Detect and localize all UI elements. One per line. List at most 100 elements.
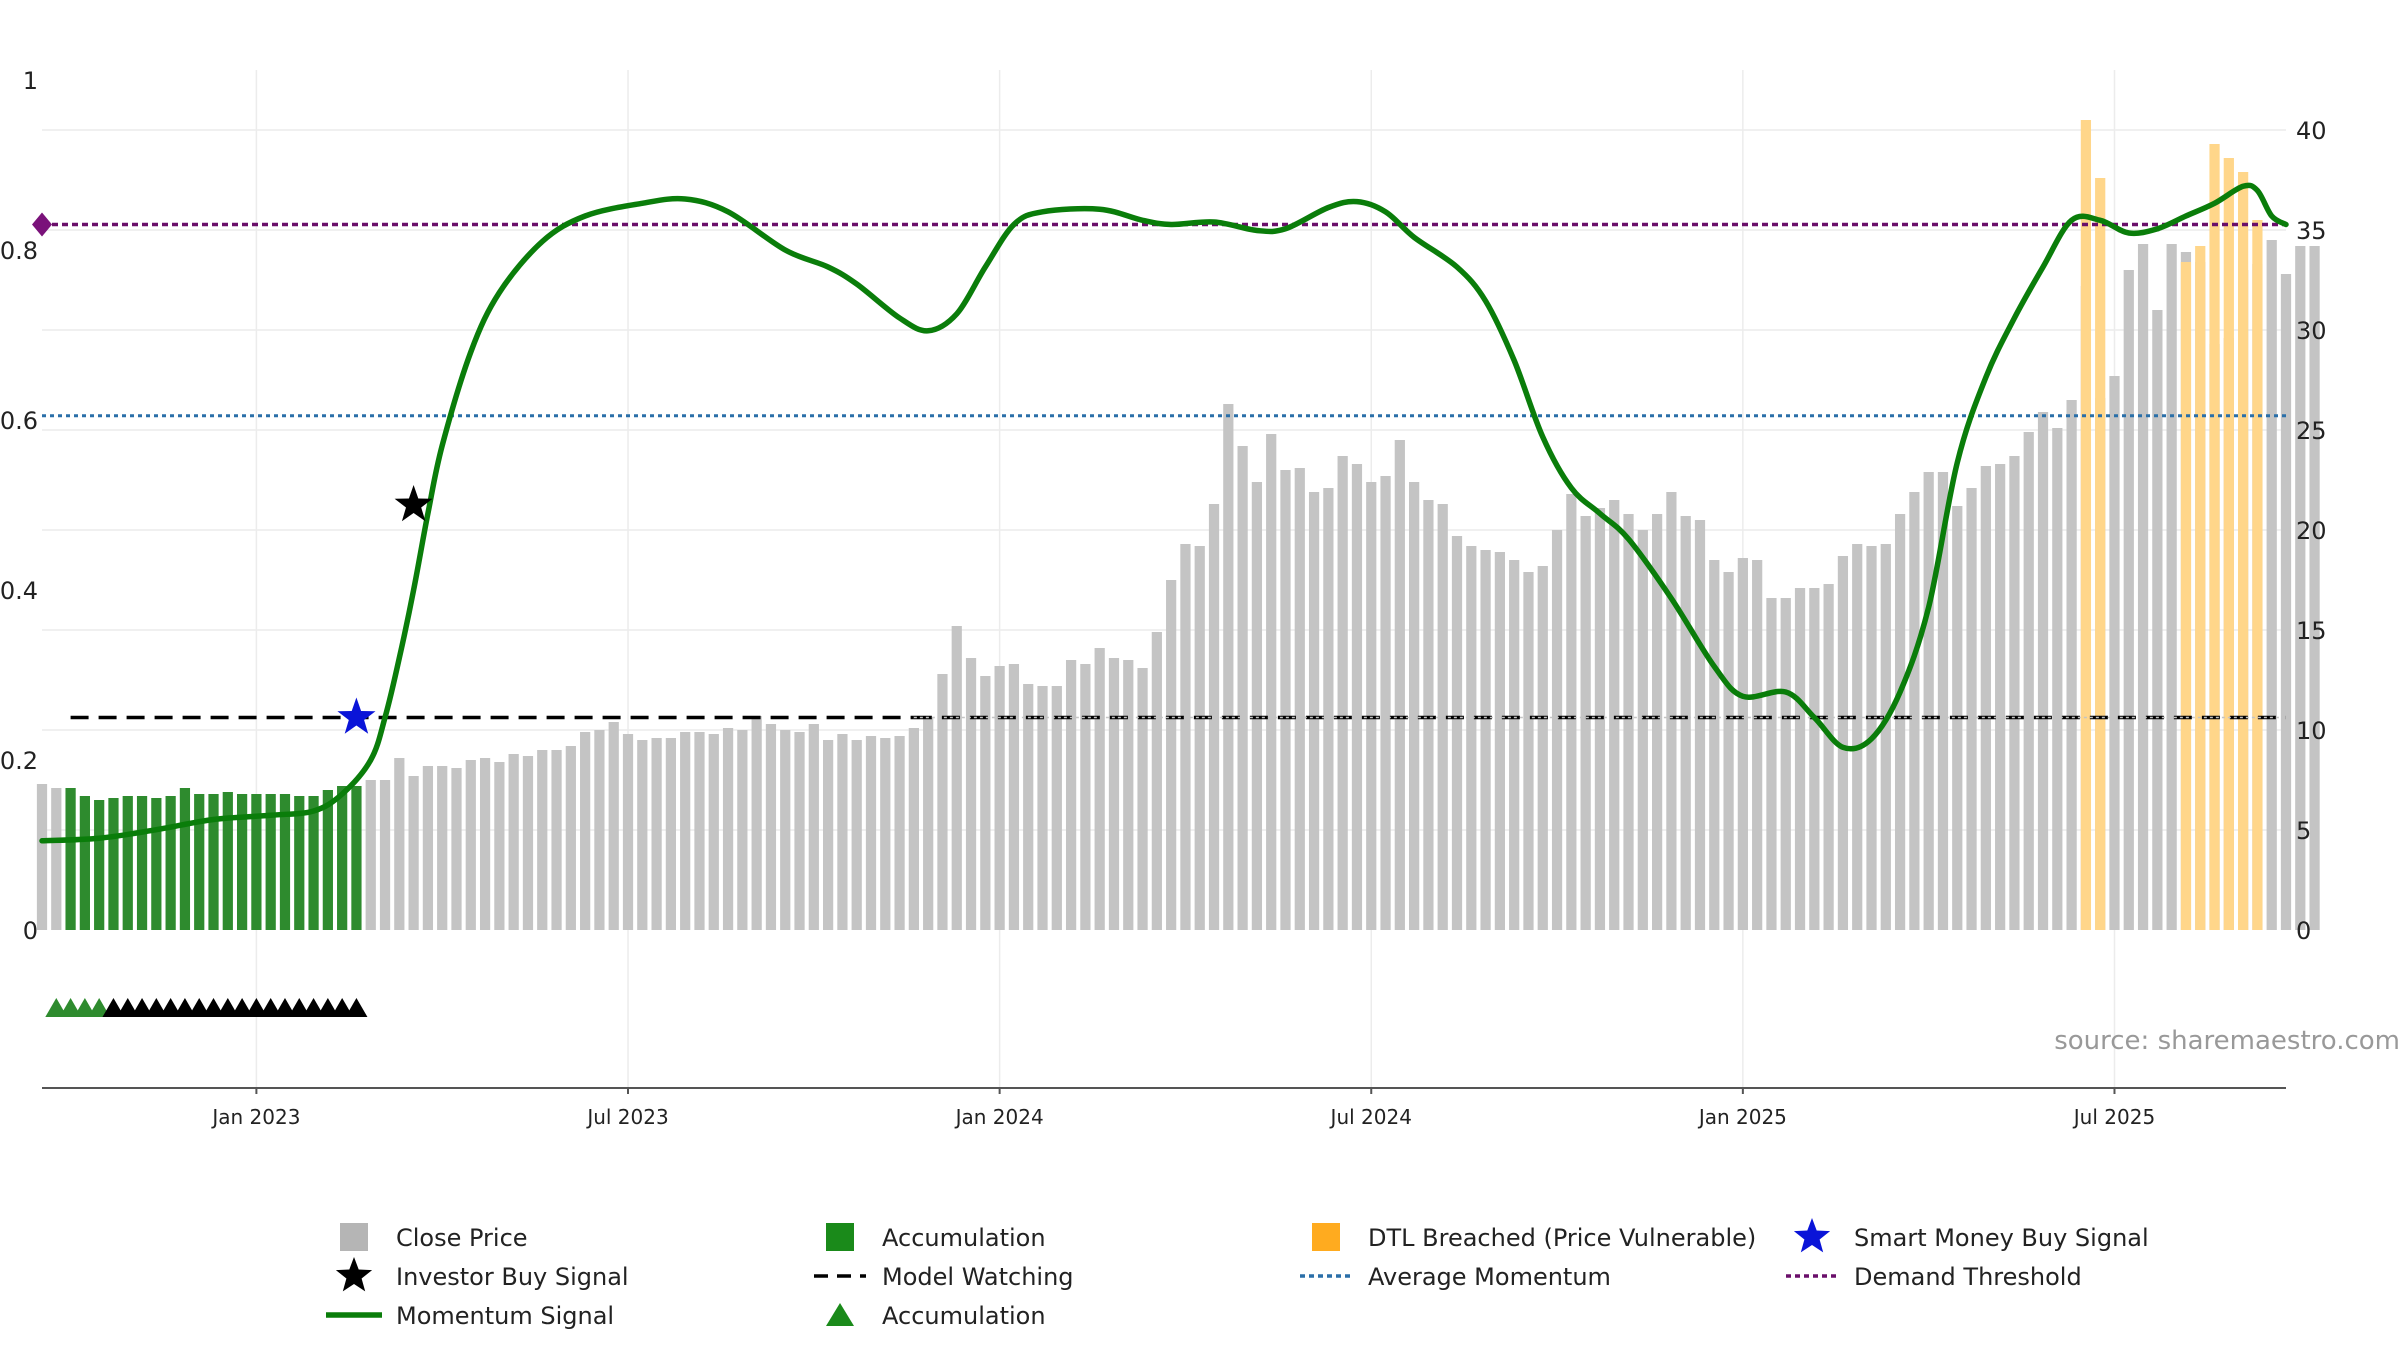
close-price-bar <box>1251 482 1263 930</box>
close-price-bar <box>494 762 505 930</box>
close-price-bar <box>1137 668 1148 930</box>
x-tick-label: Jul 2023 <box>585 1105 668 1129</box>
watch-triangle <box>316 998 339 1017</box>
dtl-breached-bar <box>2095 178 2106 930</box>
accumulation-bar <box>165 796 176 930</box>
legend-label: Accumulation <box>882 1224 1046 1252</box>
close-price-bar <box>2123 270 2134 930</box>
close-price-bar <box>923 718 934 930</box>
watch-triangle <box>102 998 125 1017</box>
watch-triangle <box>145 998 168 1017</box>
dtl-breached-bar <box>2238 172 2249 930</box>
close-price-bar <box>1709 560 1720 930</box>
close-price-bar <box>594 730 605 930</box>
close-price-bar <box>2309 246 2320 930</box>
watch-triangle <box>231 998 254 1017</box>
x-tick-label: Jul 2024 <box>1329 1105 1412 1129</box>
accumulation-bar <box>351 786 362 930</box>
close-price-bar <box>1694 520 1706 930</box>
close-price-bar <box>1080 664 1091 930</box>
momentum-signal-line <box>39 182 2289 844</box>
accumulation-bar <box>179 788 191 930</box>
close-price-bar <box>823 740 834 930</box>
watch-triangle <box>302 998 325 1017</box>
close-price-bar <box>1651 514 1663 930</box>
watch-triangle <box>188 998 211 1017</box>
dtl-breached-bar <box>2180 262 2192 930</box>
close-price-bar <box>1194 546 1205 930</box>
close-price-bar <box>1280 470 1291 930</box>
legend-swatch <box>340 1223 368 1251</box>
accumulation-bar <box>108 798 119 930</box>
close-price-bar <box>36 784 48 930</box>
accumulation-triangles <box>45 998 368 1017</box>
close-price-bar <box>1065 660 1077 930</box>
dtl-breached-bar <box>2209 144 2220 930</box>
watch-triangle <box>259 998 282 1017</box>
close-price-bar <box>1837 556 1849 930</box>
right-tick-label: 35 <box>2296 217 2327 245</box>
close-price-bar <box>1037 686 1048 930</box>
left-tick-label: 0 <box>23 917 38 945</box>
legend-label: Demand Threshold <box>1854 1263 2082 1291</box>
legend-swatch <box>1312 1223 1340 1251</box>
close-price-bar <box>851 740 862 930</box>
accumulation-bar <box>279 794 291 930</box>
watch-triangle <box>173 998 196 1017</box>
close-price-bar <box>1023 684 1034 930</box>
close-price-bar <box>451 768 462 930</box>
close-price-bar <box>1180 544 1191 930</box>
close-price-bar <box>951 626 962 930</box>
momentum-series <box>39 182 2289 844</box>
legend-swatch-star <box>335 1257 373 1292</box>
close-price-bar <box>1923 472 1934 930</box>
close-price-bar <box>965 658 977 930</box>
close-price-bar <box>1723 572 1734 930</box>
right-tick-label: 15 <box>2296 617 2327 645</box>
watch-triangle <box>202 998 225 1017</box>
legend-label: DTL Breached (Price Vulnerable) <box>1368 1224 1756 1252</box>
close-price-bar <box>1394 440 1405 930</box>
close-price-bar <box>365 780 376 930</box>
legend-label: Model Watching <box>882 1263 1074 1291</box>
close-price-bar <box>780 730 791 930</box>
close-price-bar <box>2009 456 2020 930</box>
close-price-bar <box>608 722 619 930</box>
source-label: source: sharemaestro.com <box>2054 1026 2400 1056</box>
legend-label: Average Momentum <box>1368 1263 1611 1291</box>
legend-label: Momentum Signal <box>396 1302 614 1330</box>
close-price-bar <box>2266 240 2277 930</box>
close-price-bar <box>1937 472 1949 930</box>
close-price-bar <box>737 730 748 930</box>
legend: Close Price Accumulation DTL Breached (Pri… <box>326 1218 2149 1330</box>
watch-triangle <box>116 998 139 1017</box>
close-price-bar <box>437 766 448 930</box>
close-price-bar <box>1323 488 1334 930</box>
accumulation-bar <box>136 796 148 930</box>
dtl-breached-bar <box>2080 120 2092 930</box>
close-price-bar <box>51 788 62 930</box>
accumulation-bar <box>251 794 262 930</box>
close-price-bar <box>1980 466 1991 930</box>
demand-threshold-marker <box>32 212 52 237</box>
close-price-bar <box>765 724 777 930</box>
close-price-bar <box>2166 244 2177 930</box>
close-price-bar <box>2066 400 2077 930</box>
close-price-bar <box>422 766 434 930</box>
close-price-bar <box>1451 536 1463 930</box>
watch-triangle <box>345 998 368 1017</box>
left-tick-label: 1 <box>23 67 38 95</box>
close-price-bar <box>708 734 719 930</box>
close-price-bar <box>2280 274 2292 930</box>
close-price-bar <box>794 732 805 930</box>
close-price-bar <box>1737 558 1748 930</box>
close-price-bar <box>1494 552 1505 930</box>
close-price-bar <box>1466 546 1477 930</box>
close-price-bar <box>522 756 534 930</box>
watch-triangle <box>245 998 268 1017</box>
accumulation-bar <box>208 794 219 930</box>
close-price-bar <box>1780 598 1791 930</box>
close-price-bar <box>1308 492 1320 930</box>
close-price-bar <box>808 724 819 930</box>
close-price-bar <box>622 734 634 930</box>
